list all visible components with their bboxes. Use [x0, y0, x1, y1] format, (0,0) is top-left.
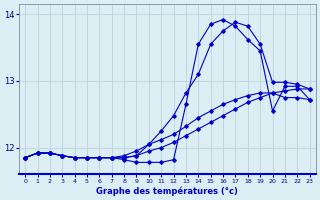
- X-axis label: Graphe des températures (°c): Graphe des températures (°c): [96, 186, 238, 196]
